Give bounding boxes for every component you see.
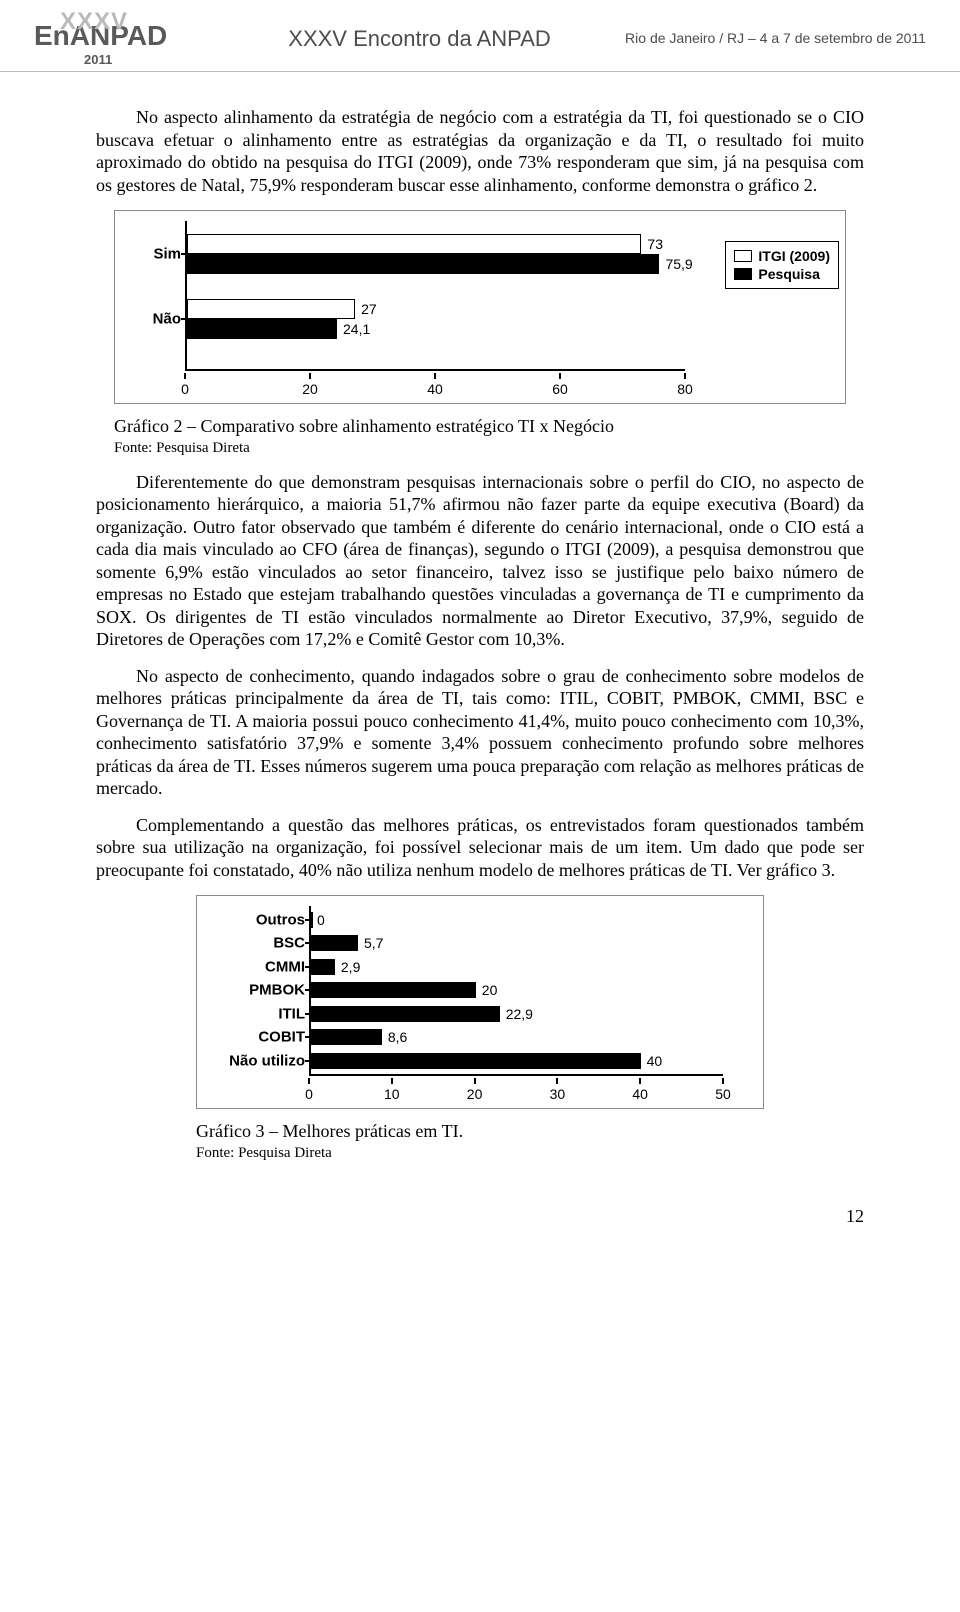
chart-3-x-tick: 30 bbox=[550, 1086, 566, 1102]
chart-3-x-tick: 20 bbox=[467, 1086, 483, 1102]
chart-3-bar bbox=[311, 982, 476, 998]
logo-block: XXXV EnANPAD 2011 bbox=[34, 12, 214, 67]
chart-2-x-tick: 60 bbox=[552, 381, 568, 397]
chart-3-ylabel: COBIT bbox=[209, 1029, 305, 1046]
chart-3-bar bbox=[311, 1006, 500, 1022]
chart-2-source: Fonte: Pesquisa Direta bbox=[114, 440, 864, 457]
chart-2-ylabel: Não bbox=[127, 310, 181, 327]
chart-3-x-tick: 50 bbox=[715, 1086, 731, 1102]
chart-2-bar-value: 73 bbox=[647, 236, 663, 252]
chart-3-bar bbox=[311, 1053, 641, 1069]
chart-2-x-tick: 40 bbox=[427, 381, 443, 397]
chart-3-x-tick: 0 bbox=[305, 1086, 313, 1102]
page-number: 12 bbox=[0, 1206, 960, 1247]
chart-3-bar-value: 20 bbox=[482, 982, 498, 998]
paragraph-2: Diferentemente do que demonstram pesquis… bbox=[96, 471, 864, 651]
chart-3: Outros 0 BSC 5,7 CMMI 2,9 PMBOK 20 ITIL 22,9 COBIT… bbox=[196, 895, 764, 1109]
chart-2-caption: Gráfico 2 – Comparativo sobre alinhament… bbox=[114, 416, 864, 438]
legend-swatch bbox=[734, 250, 752, 262]
header-event-info: Rio de Janeiro / RJ – 4 a 7 de setembro … bbox=[625, 30, 926, 46]
chart-3-x-tick: 10 bbox=[384, 1086, 400, 1102]
logo-year: 2011 bbox=[84, 52, 214, 67]
chart-3-bar-value: 0 bbox=[317, 912, 325, 928]
chart-2-x-axis: 020406080 bbox=[185, 375, 685, 399]
chart-2-x-tick: 0 bbox=[181, 381, 189, 397]
chart-3-bar bbox=[311, 959, 335, 975]
chart-2-bar-value: 24,1 bbox=[343, 321, 370, 337]
chart-3-ylabel: Não utilizo bbox=[209, 1052, 305, 1069]
chart-2-x-tick: 80 bbox=[677, 381, 693, 397]
legend-label: ITGI (2009) bbox=[758, 248, 830, 264]
paragraph-4: Complementando a questão das melhores pr… bbox=[96, 814, 864, 882]
page-header: XXXV EnANPAD 2011 XXXV Encontro da ANPAD… bbox=[0, 0, 960, 72]
chart-3-caption: Gráfico 3 – Melhores práticas em TI. bbox=[196, 1121, 864, 1143]
chart-2: Sim 7375,9 Não 27 24,1 0 20 40 60 80 ITGI (2009)… bbox=[114, 210, 846, 404]
chart-3-source: Fonte: Pesquisa Direta bbox=[196, 1145, 864, 1162]
chart-2-bar bbox=[187, 299, 355, 319]
chart-2-bar-value: 75,9 bbox=[665, 256, 692, 272]
chart-2-bar bbox=[187, 234, 641, 254]
legend-swatch bbox=[734, 268, 752, 280]
chart-2-bar bbox=[187, 319, 337, 339]
chart-2-ylabel: Sim bbox=[127, 245, 181, 262]
chart-2-x-tick: 20 bbox=[302, 381, 318, 397]
paragraph-3: No aspecto de conhecimento, quando indag… bbox=[96, 665, 864, 800]
chart-3-bar-value: 40 bbox=[647, 1053, 663, 1069]
paragraph-1: No aspecto alinhamento da estratégia de … bbox=[96, 106, 864, 196]
chart-2-bar bbox=[187, 254, 659, 274]
chart-3-ylabel: ITIL bbox=[209, 1005, 305, 1022]
chart-2-plot: Sim7375,9Não2724,1 bbox=[185, 221, 685, 371]
chart-3-x-tick: 40 bbox=[632, 1086, 648, 1102]
chart-3-ylabel: Outros bbox=[209, 911, 305, 928]
chart-3-plot: Outros0BSC5,7CMMI2,9PMBOK20ITIL22,9COBIT… bbox=[309, 906, 723, 1076]
chart-3-ylabel: PMBOK bbox=[209, 982, 305, 999]
legend-label: Pesquisa bbox=[758, 266, 819, 282]
chart-3-ylabel: CMMI bbox=[209, 958, 305, 975]
xxxv-watermark: XXXV bbox=[60, 8, 128, 36]
chart-3-ylabel: BSC bbox=[209, 935, 305, 952]
chart-3-x-axis: 01020304050 bbox=[309, 1080, 723, 1104]
chart-3-bar-value: 22,9 bbox=[506, 1006, 533, 1022]
chart-3-bar bbox=[311, 935, 358, 951]
chart-3-bar bbox=[311, 912, 313, 928]
document-body: No aspecto alinhamento da estratégia de … bbox=[0, 72, 960, 1206]
chart-3-bar-value: 2,9 bbox=[341, 959, 360, 975]
chart-2-bar-value: 27 bbox=[361, 301, 377, 317]
chart-2-legend: ITGI (2009) Pesquisa bbox=[725, 241, 839, 289]
chart-3-bar-value: 5,7 bbox=[364, 935, 383, 951]
chart-3-bar-value: 8,6 bbox=[388, 1029, 407, 1045]
chart-3-bar bbox=[311, 1029, 382, 1045]
header-title: XXXV Encontro da ANPAD bbox=[288, 26, 551, 52]
